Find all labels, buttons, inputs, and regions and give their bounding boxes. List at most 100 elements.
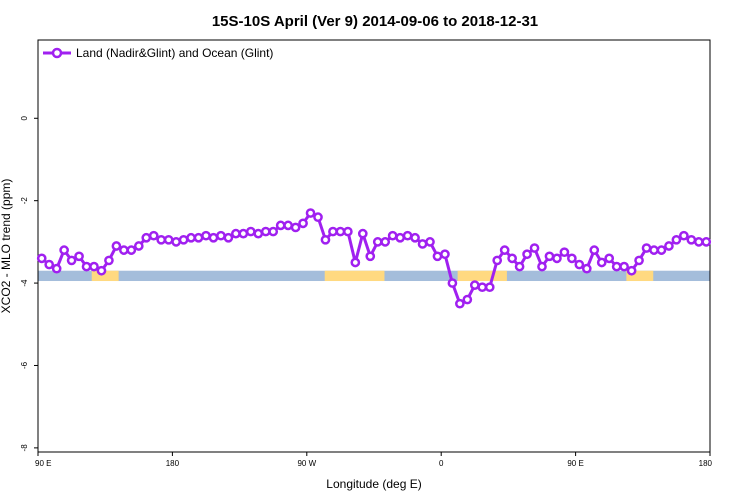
data-point — [320, 234, 331, 245]
data-point — [410, 232, 420, 243]
data-point — [305, 208, 316, 218]
data-point — [283, 220, 293, 231]
y-axis: 0 -2 -4 -6 -8 — [20, 116, 38, 452]
data-point — [343, 226, 353, 237]
y-tick-label: -8 — [20, 444, 29, 452]
data-point — [417, 239, 428, 249]
x-tick-label: 180 — [699, 459, 713, 468]
data-point — [440, 249, 450, 260]
data-point — [36, 253, 47, 264]
data-point — [611, 261, 622, 272]
data-point — [104, 255, 114, 266]
legend-marker-icon — [51, 47, 63, 59]
data-point — [365, 251, 376, 262]
x-tick-label: 0 — [439, 459, 444, 468]
data-point — [148, 230, 159, 241]
data-point — [178, 234, 189, 245]
x-tick-label: 90 W — [297, 459, 316, 468]
data-point — [223, 232, 234, 243]
data-point — [208, 232, 219, 243]
data-point — [141, 232, 152, 243]
data-point — [44, 259, 55, 270]
x-tick-label: 180 — [166, 459, 180, 468]
data-point — [567, 253, 577, 264]
data-point — [589, 245, 600, 255]
data-point — [290, 222, 301, 233]
data-point — [537, 261, 547, 272]
data-point — [59, 245, 69, 255]
data-point — [469, 280, 480, 290]
data-point — [656, 245, 667, 255]
data-point — [395, 232, 405, 243]
data-point — [380, 237, 391, 247]
data-point — [74, 251, 84, 262]
y-tick-label: -6 — [20, 361, 29, 369]
land-band — [626, 270, 654, 282]
data-point — [529, 243, 540, 253]
data-point — [51, 263, 62, 274]
chart-title: 15S-10S April (Ver 9) 2014-09-06 to 2018… — [212, 13, 538, 30]
data-point — [81, 261, 92, 272]
data-point — [701, 237, 712, 247]
data-point — [126, 245, 137, 255]
data-point — [313, 212, 323, 223]
surface-band — [38, 270, 710, 282]
data-point — [163, 234, 174, 245]
data-point — [253, 228, 264, 239]
data-point — [216, 230, 226, 241]
data-point — [245, 226, 256, 237]
data-point — [581, 263, 592, 274]
data-point — [275, 220, 286, 231]
legend-label: Land (Nadir&Glint) and Ocean (Glint) — [76, 46, 273, 60]
data-point — [626, 265, 637, 276]
data-point — [156, 234, 167, 245]
y-tick-label: -4 — [20, 279, 29, 287]
data-point — [432, 251, 443, 262]
data-point — [89, 261, 99, 272]
data-point — [119, 245, 129, 255]
y-tick-label: -2 — [20, 197, 29, 205]
land-band — [457, 270, 507, 282]
data-point — [492, 255, 503, 266]
data-point — [544, 251, 555, 262]
x-tick-label: 90 E — [35, 459, 51, 468]
data-point — [522, 249, 532, 260]
data-point — [133, 241, 144, 251]
data-point — [671, 234, 682, 245]
x-axis: 90 E 180 90 W 0 90 E 180 — [35, 452, 713, 468]
data-point — [447, 278, 458, 288]
data-point — [619, 261, 629, 272]
data-point — [357, 228, 368, 239]
y-tick-label: 0 — [20, 116, 29, 121]
data-point — [641, 243, 652, 253]
data-point — [201, 230, 211, 241]
data-point — [499, 245, 510, 255]
y-axis-title: XCO2 - MLO trend (ppm) — [0, 179, 13, 314]
plot-frame — [37, 39, 711, 453]
data-point — [425, 237, 435, 247]
data-point — [574, 259, 585, 270]
data-point — [402, 230, 413, 241]
data-point — [111, 241, 122, 251]
data-point — [552, 253, 562, 264]
data-point — [596, 257, 607, 268]
x-axis-title: Longitude (deg E) — [326, 477, 421, 491]
data-point — [238, 228, 249, 239]
data-point — [268, 226, 279, 237]
data-point — [335, 226, 346, 237]
data-point — [231, 228, 241, 239]
data-point — [462, 294, 473, 305]
data-point — [260, 226, 271, 237]
data-point — [298, 218, 308, 229]
data-point — [455, 298, 465, 309]
data-point — [477, 282, 488, 293]
data-point — [664, 241, 674, 251]
data-point — [514, 261, 525, 272]
series-group — [36, 208, 712, 309]
land-band — [324, 270, 385, 282]
data-point — [66, 255, 77, 266]
data-point — [387, 230, 398, 241]
data-point — [193, 232, 204, 243]
data-point — [693, 237, 704, 247]
